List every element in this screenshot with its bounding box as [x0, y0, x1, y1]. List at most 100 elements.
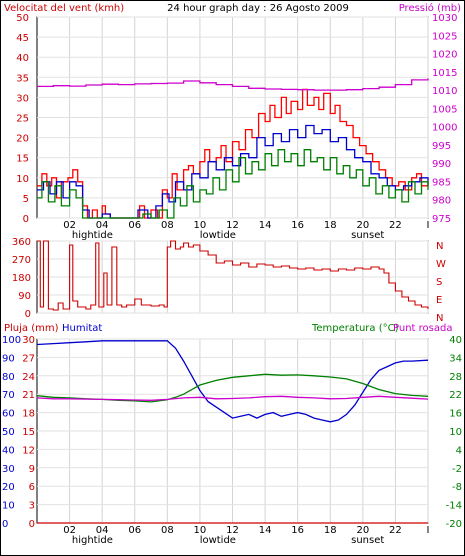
- y-tick-label-rain: 18: [22, 409, 35, 420]
- y-tick-label-humidity: 0: [2, 519, 8, 530]
- series-line-3: [37, 78, 429, 91]
- y-tick-label-rain: 6: [29, 482, 35, 493]
- x-tick-label: 02: [63, 525, 76, 536]
- y-tick-label-pressure: 1005: [432, 104, 457, 115]
- y-tick-label-pressure: 975: [432, 214, 451, 225]
- y-tick-label-humidity: 50: [2, 427, 15, 438]
- compass-label: E: [436, 295, 442, 306]
- y-tick-label-pressure: 1015: [432, 68, 457, 79]
- rain-axis-label: Pluja (mm): [4, 323, 59, 334]
- y-tick-label-temperature: -8: [452, 482, 462, 493]
- y-tick-label-wind: 50: [16, 13, 29, 24]
- temperature-axis-label: Temperatura (°C): [311, 323, 399, 334]
- y-tick-label-temperature: 4: [456, 445, 462, 456]
- wind-pressure-chart: 02 04 06 08 10 12 14 16 18 20 22 I05101520253035404…: [16, 13, 457, 241]
- y-tick-label-pressure: 1000: [432, 123, 457, 134]
- y-tick-label-temperature: 22: [449, 390, 462, 401]
- y-tick-label-wind: 15: [16, 154, 29, 165]
- annotation-label: sunset: [351, 535, 384, 546]
- y-tick-label-wind: 45: [16, 33, 29, 44]
- y-tick-label-wind: 0: [23, 214, 29, 225]
- y-tick-label-wind: 10: [16, 174, 29, 185]
- annotation-label: hightide: [72, 230, 113, 241]
- y-tick-label-wind: 40: [16, 53, 29, 64]
- y-tick-label-temperature: 10: [449, 427, 462, 438]
- y-tick-label-wind: 20: [16, 134, 29, 145]
- x-tick-label: 12: [226, 220, 239, 231]
- x-tick-label: 06: [128, 220, 141, 231]
- x-tick-label: I: [427, 525, 430, 536]
- y-tick-label-temperature: -20: [446, 519, 462, 530]
- y-tick-label-humidity: 60: [2, 409, 15, 420]
- y-tick-label-temperature: -14: [446, 501, 462, 512]
- x-tick-label: 04: [96, 220, 109, 231]
- y-tick-label-temperature: 40: [449, 335, 462, 346]
- annotation-label: hightide: [72, 535, 113, 546]
- wind-axis-label: Velocitat del vent (kmh): [4, 3, 124, 14]
- series-line-2: [37, 149, 429, 219]
- pressure-axis-label: Pressió (mb): [399, 2, 461, 14]
- y-tick-label-wind: 35: [16, 73, 29, 84]
- x-tick-label: 16: [291, 525, 304, 536]
- x-tick-label: 22: [389, 220, 402, 231]
- y-tick-label-temperature: -2: [452, 464, 462, 475]
- x-tick-label: 08: [161, 220, 174, 231]
- y-tick-label-humidity: 30: [2, 464, 15, 475]
- x-tick-label: 20: [356, 525, 369, 536]
- series-line-0: [37, 88, 429, 219]
- x-tick-label: I: [427, 220, 430, 231]
- y-tick-label-wind: 30: [16, 93, 29, 104]
- y-tick-label-direction: 270: [12, 255, 31, 266]
- y-tick-label-pressure: 1020: [432, 50, 457, 61]
- y-tick-label-pressure: 995: [432, 141, 451, 152]
- series-line-1: [36, 340, 429, 423]
- x-tick-label: 08: [161, 525, 174, 536]
- x-tick-label: 14: [259, 525, 272, 536]
- annotation-label: lowtide: [200, 230, 236, 241]
- y-tick-label-temperature: 34: [449, 353, 462, 364]
- x-tick-label: 04: [96, 525, 109, 536]
- y-tick-label-rain: 3: [29, 501, 35, 512]
- x-tick-label: 10: [194, 525, 207, 536]
- y-tick-label-direction: 0: [25, 309, 31, 320]
- x-tick-label: 20: [356, 220, 369, 231]
- y-tick-label-humidity: 80: [2, 372, 15, 383]
- y-tick-label-humidity: 70: [2, 390, 15, 401]
- chart-title: 24 hour graph day : 26 Agosto 2009: [167, 3, 349, 14]
- x-tick-label: 12: [226, 525, 239, 536]
- x-tick-label: 06: [128, 525, 141, 536]
- y-tick-label-direction: 180: [12, 273, 31, 284]
- y-tick-label-rain: 0: [29, 519, 35, 530]
- y-tick-label-temperature: 28: [449, 372, 462, 383]
- compass-label: W: [436, 259, 446, 270]
- compass-label: S: [436, 277, 442, 288]
- y-tick-label-direction: 360: [12, 237, 31, 248]
- y-tick-label-humidity: 90: [2, 353, 15, 364]
- x-tick-label: 18: [324, 220, 337, 231]
- y-tick-label-temperature: 16: [449, 409, 462, 420]
- y-tick-label-pressure: 980: [432, 196, 451, 207]
- humidity-axis-label: Humitat: [62, 323, 102, 334]
- annotation-label: sunset: [351, 230, 384, 241]
- y-tick-label-rain: 21: [22, 390, 35, 401]
- dewpoint-axis-label: Punt rosada: [393, 323, 452, 334]
- series-line-3: [36, 395, 429, 401]
- y-tick-label-pressure: 1030: [432, 13, 457, 24]
- y-tick-label-pressure: 985: [432, 177, 451, 188]
- x-tick-label: 14: [259, 220, 272, 231]
- y-tick-label-rain: 24: [22, 372, 35, 383]
- y-tick-label-pressure: 990: [432, 159, 451, 170]
- y-tick-label-rain: 12: [22, 445, 35, 456]
- x-tick-label: 22: [389, 525, 402, 536]
- y-tick-label-rain: 9: [29, 464, 35, 475]
- y-tick-label-humidity: 10: [2, 501, 15, 512]
- compass-label: N: [436, 313, 443, 324]
- y-tick-label-humidity: 40: [2, 445, 15, 456]
- y-tick-label-pressure: 1010: [432, 86, 457, 97]
- y-tick-label-wind: 25: [16, 114, 29, 125]
- y-tick-label-pressure: 1025: [432, 31, 457, 42]
- compass-label: N: [436, 241, 443, 252]
